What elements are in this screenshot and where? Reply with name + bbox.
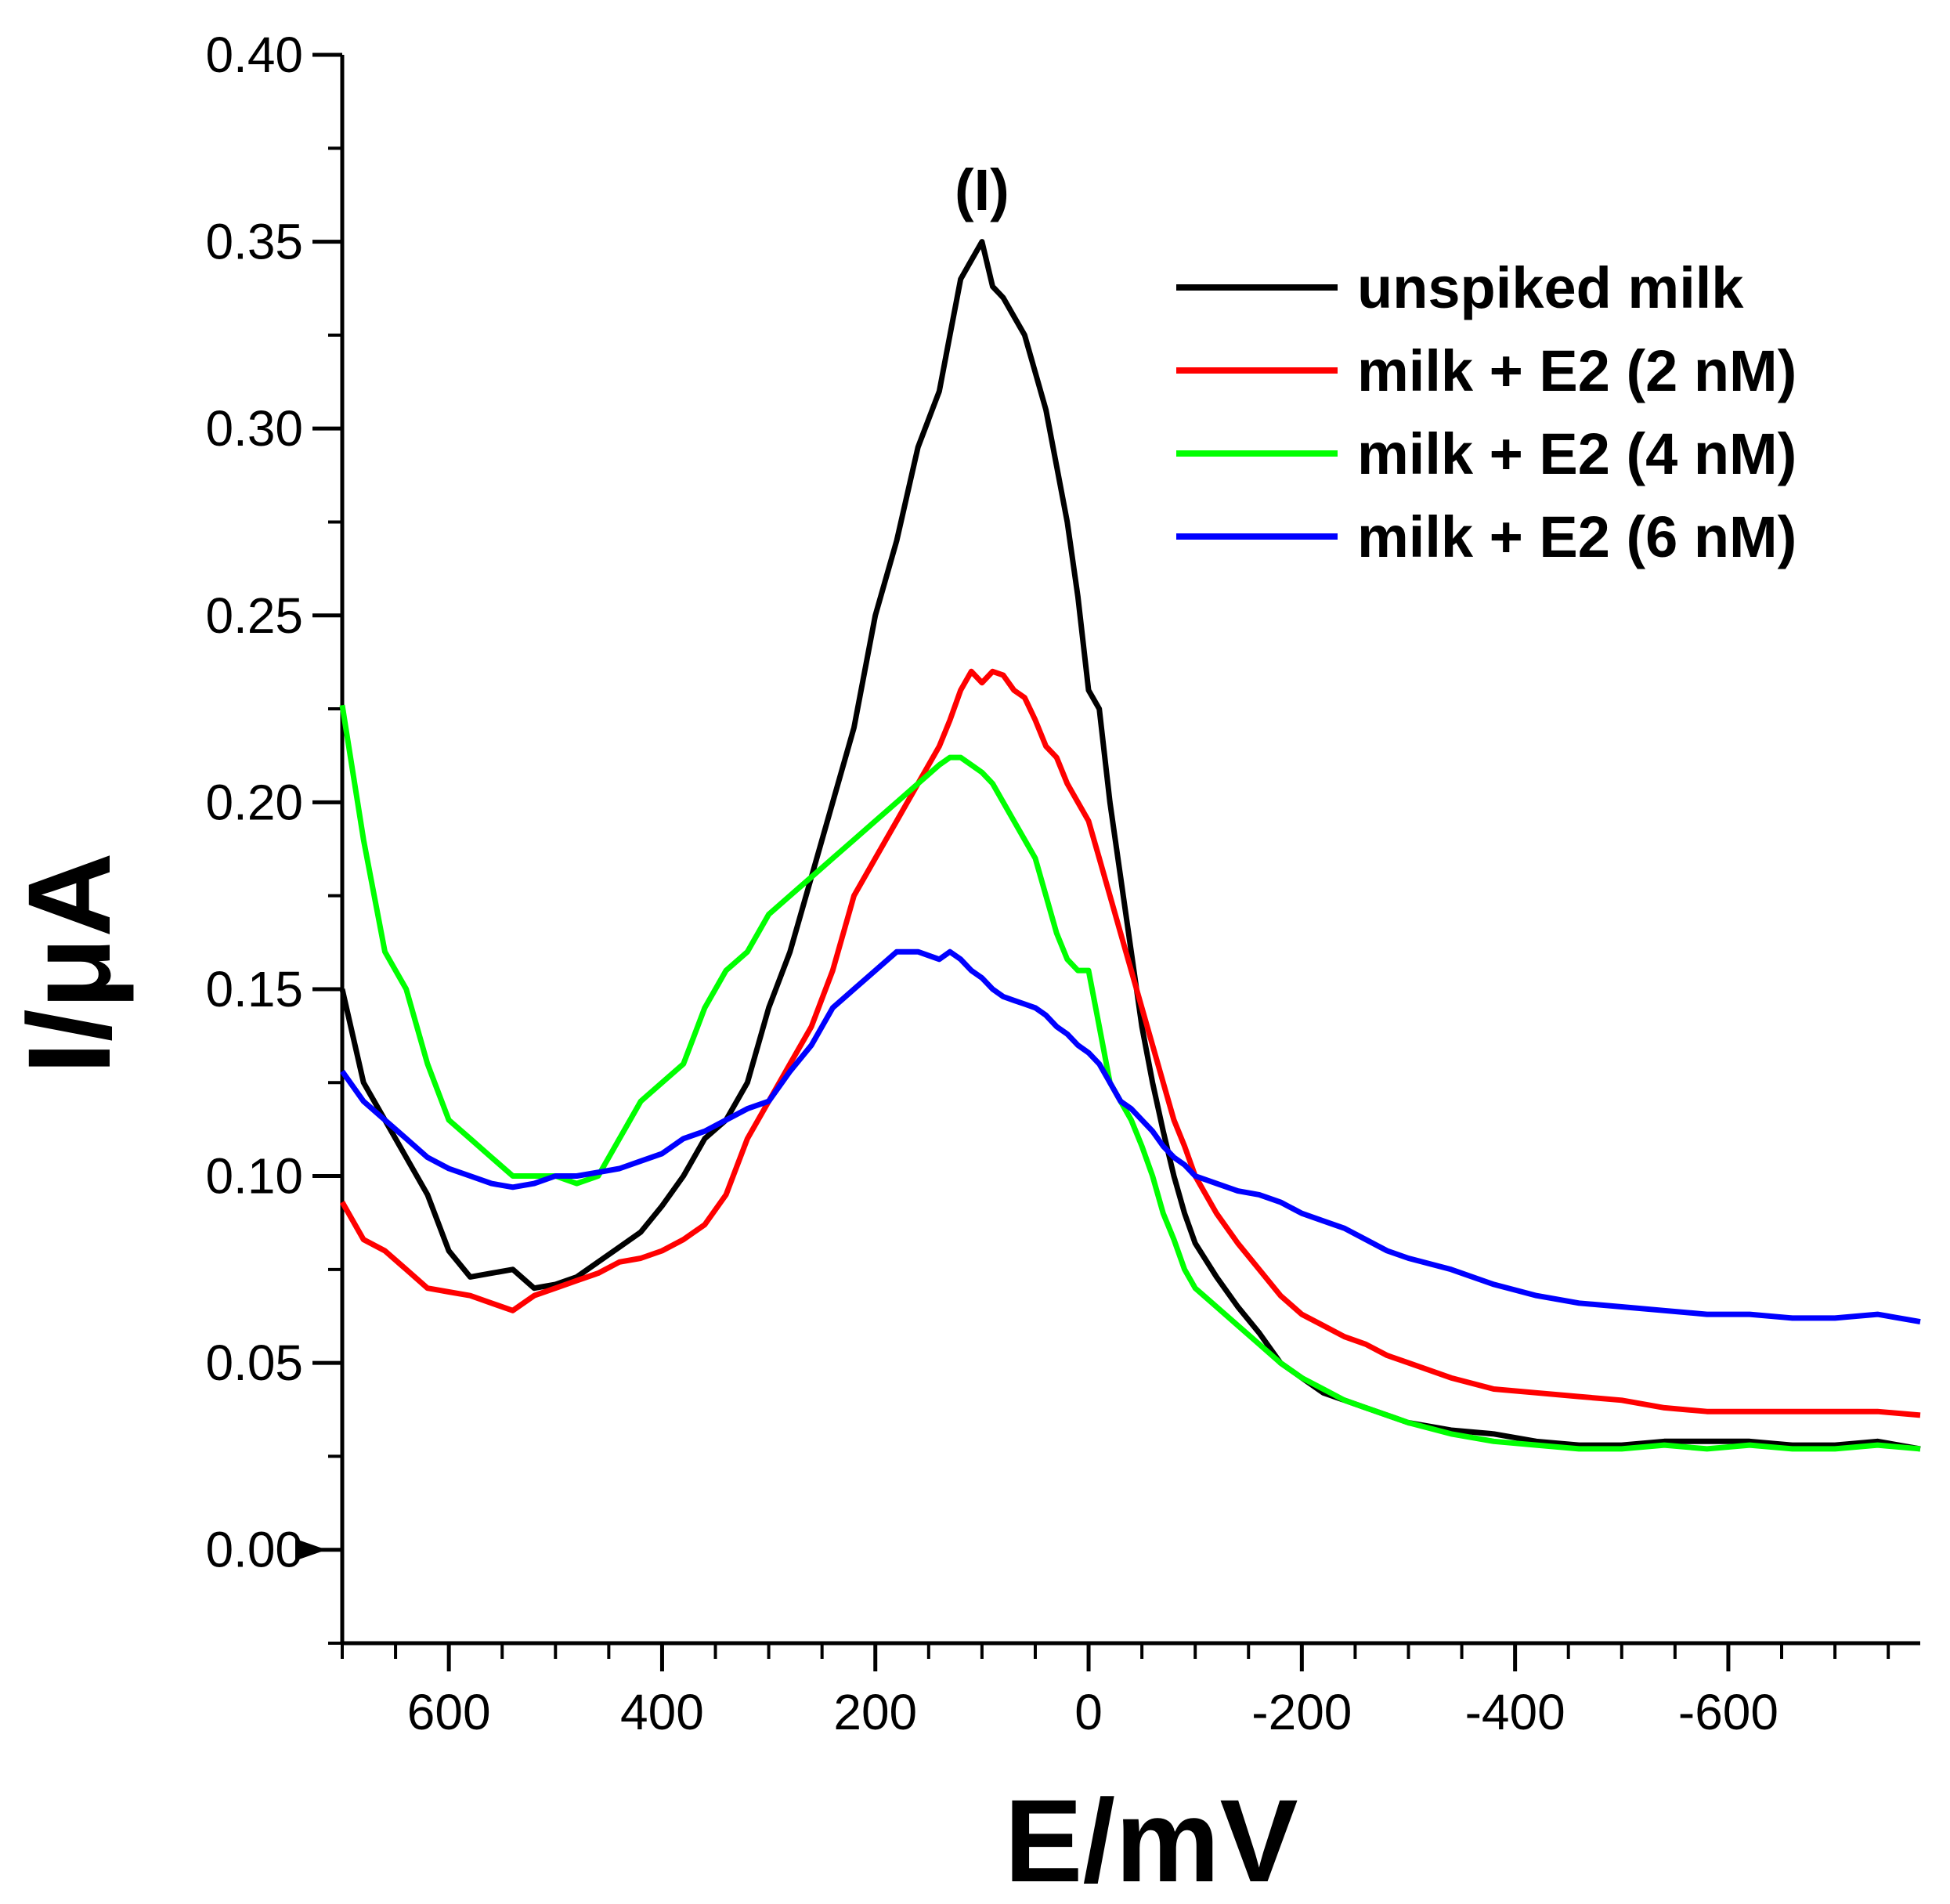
series-lines	[339, 239, 1921, 1452]
x-tick-label: -400	[1465, 1684, 1565, 1740]
ticks: 0.00 0.05 0.10 0.15 0.20 0.25 0.30 0.35 0.40 600 4…	[205, 27, 1890, 1740]
peak-annotation: (I)	[955, 157, 1009, 222]
x-tick-label: -200	[1251, 1684, 1352, 1740]
series-line	[339, 704, 1921, 1452]
legend-label: milk + E2 (2 nM)	[1357, 338, 1797, 403]
x-axis-title: E/mV	[1004, 1775, 1298, 1904]
x-tick-label: 0	[1074, 1684, 1103, 1740]
y-axis-title: I/μA	[3, 852, 135, 1074]
y-tick-label: 0.05	[205, 1335, 303, 1391]
legend-label: milk + E2 (6 nM)	[1357, 504, 1797, 569]
x-tick-label: 400	[620, 1684, 704, 1740]
legend-label: milk + E2 (4 nM)	[1357, 421, 1797, 486]
axes	[295, 55, 1920, 1646]
y-tick-label: 0.35	[205, 214, 303, 270]
y-tick-label: 0.40	[205, 27, 303, 83]
legend: unspiked milk milk + E2 (2 nM) milk + E2 (…	[1176, 255, 1797, 569]
zero-marker	[295, 1538, 327, 1561]
y-tick-label: 0.00	[205, 1522, 303, 1578]
y-tick-label: 0.10	[205, 1148, 303, 1205]
y-tick-label: 0.25	[205, 587, 303, 644]
y-tick-label: 0.15	[205, 961, 303, 1017]
y-tick-label: 0.20	[205, 774, 303, 830]
legend-label: unspiked milk	[1357, 255, 1744, 320]
series-line	[340, 948, 1921, 1325]
y-tick-label: 0.30	[205, 400, 303, 457]
x-tick-label: -600	[1678, 1684, 1778, 1740]
series-line	[339, 668, 1921, 1418]
x-tick-label: 600	[407, 1684, 491, 1740]
x-tick-label: 200	[833, 1684, 917, 1740]
